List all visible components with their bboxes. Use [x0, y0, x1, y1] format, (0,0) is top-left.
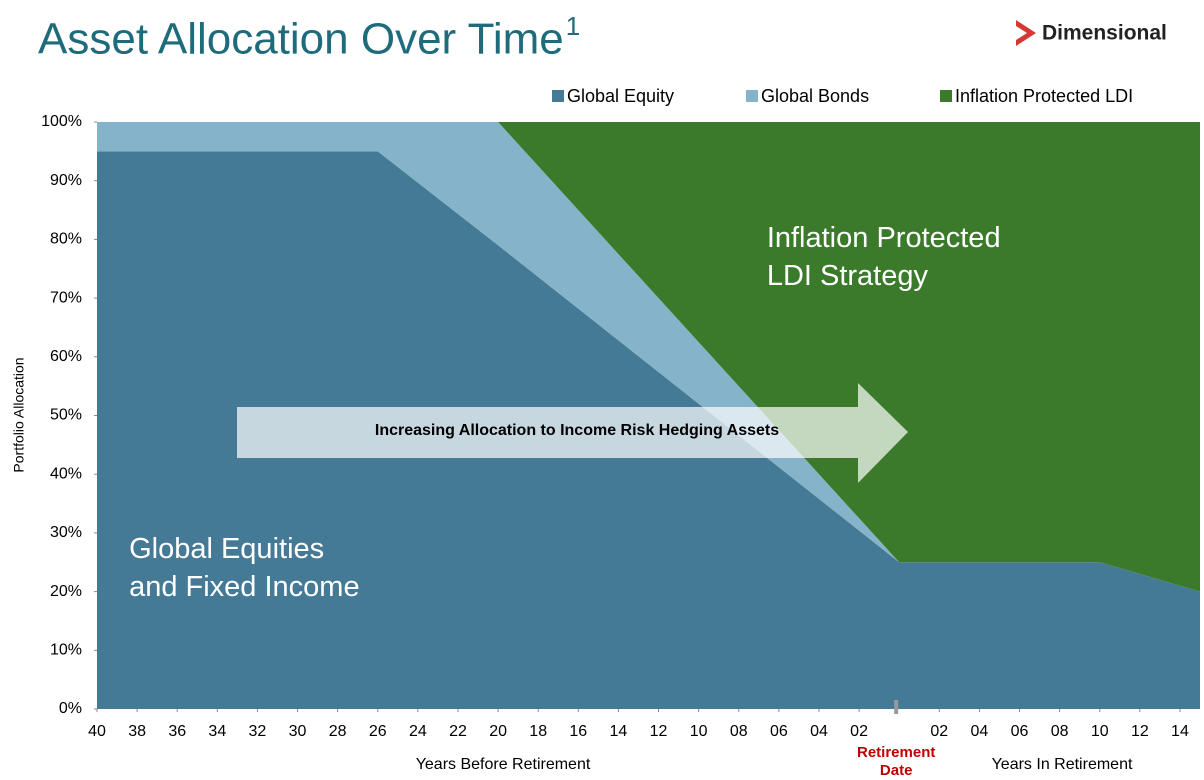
x-axis-label: Years Before Retirement — [416, 756, 591, 773]
annotation: Global Equities — [129, 533, 324, 565]
x-tick-label: 10 — [690, 723, 708, 740]
y-axis-label: Portfolio Allocation — [11, 357, 27, 472]
x-tick-label: 02 — [930, 723, 948, 740]
brand-logo — [1016, 20, 1036, 46]
x-tick-label: 30 — [289, 723, 307, 740]
x-tick-label: 06 — [1011, 723, 1029, 740]
x-tick-label: 12 — [650, 723, 668, 740]
legend-swatch — [940, 90, 952, 102]
y-tick-label: 100% — [41, 113, 82, 130]
y-tick-label: 30% — [50, 524, 82, 541]
x-tick-label: 22 — [449, 723, 467, 740]
x-tick-label: 10 — [1091, 723, 1109, 740]
x-tick-label: 08 — [1051, 723, 1069, 740]
annotation: and Fixed Income — [129, 571, 360, 603]
y-tick-label: 70% — [50, 289, 82, 306]
x-tick-label: 34 — [208, 723, 226, 740]
brand-name: Dimensional — [1042, 22, 1167, 45]
x-tick-label: 14 — [610, 723, 628, 740]
x-tick-label: 26 — [369, 723, 387, 740]
x-tick-label: 32 — [249, 723, 267, 740]
x-tick-label: 38 — [128, 723, 146, 740]
area — [97, 122, 1200, 592]
x-axis-label: Years In Retirement — [992, 756, 1133, 773]
arrow-label: Increasing Allocation to Income Risk Hed… — [375, 422, 779, 439]
y-tick-label: 80% — [50, 231, 82, 248]
x-tick-label: 16 — [569, 723, 587, 740]
x-tick-label: 36 — [168, 723, 186, 740]
y-tick-label: 90% — [50, 172, 82, 189]
legend-label: Global Bonds — [761, 86, 869, 106]
legend-swatch — [552, 90, 564, 102]
marker-label: Date — [880, 762, 913, 779]
x-tick-label: 24 — [409, 723, 427, 740]
x-tick-label: 20 — [489, 723, 507, 740]
y-tick-label: 10% — [50, 642, 82, 659]
y-tick-label: 60% — [50, 348, 82, 365]
x-tick-label: 12 — [1131, 723, 1149, 740]
x-tick-label: 40 — [88, 723, 106, 740]
legend-swatch — [746, 90, 758, 102]
area — [97, 122, 1200, 592]
x-tick-label: 02 — [850, 723, 868, 740]
x-tick-label: 28 — [329, 723, 347, 740]
legend-label: Global Equity — [567, 86, 674, 106]
x-tick-label: 04 — [810, 723, 828, 740]
x-tick-label: 06 — [770, 723, 788, 740]
marker-label: Retirement — [857, 744, 935, 761]
y-tick-label: 20% — [50, 583, 82, 600]
y-tick-label: 50% — [50, 407, 82, 424]
legend-label: Inflation Protected LDI — [955, 86, 1133, 106]
title-superscript: 1 — [566, 11, 580, 41]
y-tick-label: 0% — [59, 700, 82, 717]
x-tick-label: 04 — [971, 723, 989, 740]
annotation: Inflation Protected — [767, 222, 1001, 254]
x-tick-label: 08 — [730, 723, 748, 740]
y-tick-label: 40% — [50, 465, 82, 482]
annotation: LDI Strategy — [767, 260, 929, 292]
x-tick-label: 18 — [529, 723, 547, 740]
arrow — [237, 383, 908, 483]
chart-title: Asset Allocation Over Time — [38, 15, 564, 64]
x-tick-label: 14 — [1171, 723, 1189, 740]
